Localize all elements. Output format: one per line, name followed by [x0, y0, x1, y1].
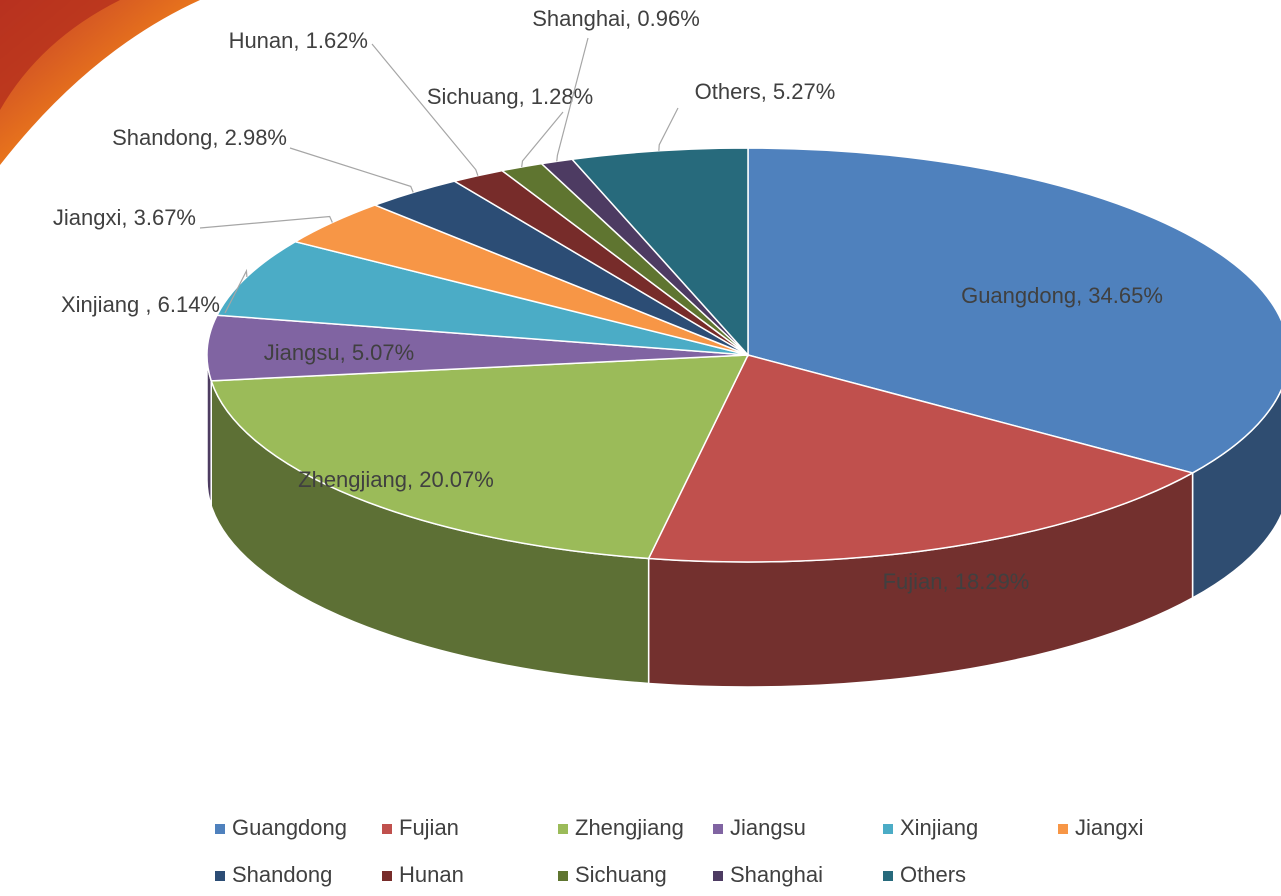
leader-line: [200, 217, 332, 228]
legend-item: Guangdong: [215, 815, 347, 840]
legend-item: Jiangxi: [1058, 815, 1143, 840]
data-label: Shandong, 2.98%: [112, 125, 287, 150]
data-label: Fujian, 18.29%: [883, 569, 1030, 594]
legend-label: Hunan: [399, 862, 464, 887]
data-label: Jiangsu, 5.07%: [264, 340, 414, 365]
legend-item: Xinjiang: [883, 815, 978, 840]
data-label: Jiangxi, 3.67%: [53, 205, 196, 230]
legend-label: Others: [900, 862, 966, 887]
legend-swatch: [558, 824, 568, 834]
legend-item: Shanghai: [713, 862, 823, 887]
legend-swatch: [883, 871, 893, 881]
leader-line: [290, 148, 413, 192]
legend-swatch: [1058, 824, 1068, 834]
legend-label: Xinjiang: [900, 815, 978, 840]
legend-label: Jiangsu: [730, 815, 806, 840]
legend-label: Zhengjiang: [575, 815, 684, 840]
data-label: Zhengjiang, 20.07%: [298, 467, 494, 492]
data-label: Sichuang, 1.28%: [427, 84, 593, 109]
data-label: Hunan, 1.62%: [229, 28, 368, 53]
legend-label: Shanghai: [730, 862, 823, 887]
legend-item: Others: [883, 862, 966, 887]
leader-line: [372, 44, 478, 176]
legend-swatch: [215, 824, 225, 834]
chart: Guangdong, 34.65% Fujian, 18.29% Zhengjian…: [0, 0, 1281, 896]
leader-line: [659, 108, 678, 151]
legend-item: Zhengjiang: [558, 815, 684, 840]
legend-label: Fujian: [399, 815, 459, 840]
legend-label: Sichuang: [575, 862, 667, 887]
legend-swatch: [382, 824, 392, 834]
legend-swatch: [713, 871, 723, 881]
legend-label: Guangdong: [232, 815, 347, 840]
data-label: Guangdong, 34.65%: [961, 283, 1163, 308]
legend-item: Shandong: [215, 862, 332, 887]
legend-swatch: [215, 871, 225, 881]
legend-swatch: [558, 871, 568, 881]
legend-label: Jiangxi: [1075, 815, 1143, 840]
data-label: Shanghai, 0.96%: [532, 6, 700, 31]
legend-swatch: [713, 824, 723, 834]
data-label: Others, 5.27%: [695, 79, 836, 104]
legend-swatch: [382, 871, 392, 881]
legend-item: Hunan: [382, 862, 464, 887]
data-label: Xinjiang , 6.14%: [61, 292, 220, 317]
legend-item: Fujian: [382, 815, 459, 840]
legend-swatch: [883, 824, 893, 834]
legend-label: Shandong: [232, 862, 332, 887]
legend-item: Jiangsu: [713, 815, 806, 840]
legend-item: Sichuang: [558, 862, 667, 887]
